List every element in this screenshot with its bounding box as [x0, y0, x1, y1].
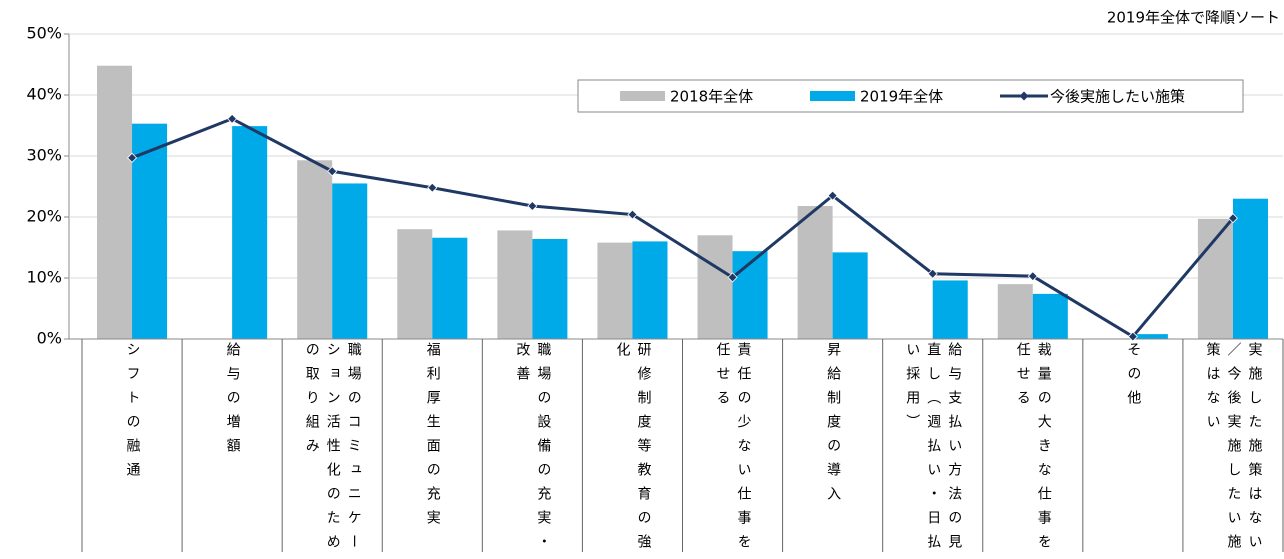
bar	[597, 242, 633, 339]
line-marker	[227, 113, 238, 124]
x-tick-label: 給与支払い方法の見直し（週払い・日払い採用）	[904, 342, 963, 558]
bar	[832, 252, 868, 339]
line-marker	[427, 182, 438, 193]
category-cell: 職場のコミュニケーション活性化のための取り組み	[282, 342, 382, 559]
legend-swatch	[620, 91, 665, 101]
category-cell: 昇給制度の導入	[783, 342, 883, 559]
bar	[1132, 334, 1168, 339]
bar	[497, 230, 533, 339]
bar	[432, 237, 468, 339]
y-tick-label: 50%	[26, 24, 62, 43]
line	[131, 117, 1235, 339]
bar	[332, 183, 368, 339]
bar	[532, 238, 568, 339]
bar	[297, 160, 333, 339]
legend-box	[577, 79, 1244, 113]
bar	[697, 235, 733, 339]
x-tick-label: 職場の設備の充実・改善	[514, 342, 552, 558]
bar	[632, 241, 668, 339]
y-tick-label: 40%	[26, 85, 62, 104]
bar	[932, 280, 968, 339]
legend-label: 今後実施したい施策	[1050, 88, 1185, 106]
y-tick-label: 20%	[26, 207, 62, 226]
bar	[997, 284, 1033, 339]
category-cell: 職場の設備の充実・改善	[482, 342, 582, 559]
annotation: 2019年全体で降順ソート	[1107, 9, 1280, 27]
line-marker	[727, 272, 738, 283]
bar	[397, 229, 433, 339]
line-marker	[327, 166, 338, 177]
y-tick-label: 30%	[26, 146, 62, 165]
category-cell: 福利厚生面の充実	[382, 342, 482, 559]
legend-marker	[1019, 91, 1029, 101]
category-cell: 裁量の大きな仕事を任せる	[983, 342, 1083, 559]
x-tick-label: 昇給制度の導入	[825, 342, 842, 510]
category-cell: 給与支払い方法の見直し（週払い・日払い採用）	[883, 342, 983, 559]
x-tick-label: 裁量の大きな仕事を任せる	[1014, 342, 1052, 558]
line-marker	[1227, 213, 1239, 224]
bar	[232, 126, 268, 339]
bar	[797, 206, 833, 339]
x-tick-label: 実施した施策はない／今後実施したい施策はない	[1204, 342, 1263, 558]
category-cell: その他	[1083, 342, 1183, 559]
legend-label: 2018年全体	[670, 88, 753, 106]
x-tick-label: シフトの融通	[124, 342, 141, 486]
y-tick-label: 10%	[26, 268, 62, 287]
bar	[1232, 198, 1268, 339]
x-tick-label: その他	[1125, 342, 1142, 414]
category-cell: 実施した施策はない／今後実施したい施策はない	[1183, 342, 1283, 559]
line-marker	[527, 200, 538, 212]
category-cell: 責任の少ない仕事を任せる	[683, 342, 783, 559]
line-marker	[827, 190, 838, 201]
bar	[97, 65, 133, 339]
category-cell: 給与の増額	[182, 342, 282, 559]
x-tick-label: 職場のコミュニケーション活性化のための取り組み	[303, 342, 362, 558]
x-tick-label: 責任の少ない仕事を任せる	[714, 342, 752, 558]
bar	[732, 251, 768, 339]
x-tick-label: 福利厚生面の充実	[424, 342, 441, 534]
bar	[132, 123, 168, 339]
line-marker	[1027, 271, 1038, 282]
line-marker	[126, 152, 138, 163]
category-cell: シフトの融通	[82, 342, 182, 559]
x-tick-label: 研修制度等教育の強化	[614, 342, 652, 558]
bar	[1032, 293, 1068, 339]
line-marker	[627, 209, 638, 220]
legend-label: 2019年全体	[860, 88, 943, 106]
legend-swatch	[810, 91, 855, 101]
y-tick-label: 0%	[37, 329, 62, 348]
x-tick-label: 給与の増額	[224, 342, 241, 462]
category-cell: 研修制度等教育の強化	[582, 342, 682, 559]
line-marker	[1127, 331, 1138, 342]
line-marker	[927, 268, 938, 279]
